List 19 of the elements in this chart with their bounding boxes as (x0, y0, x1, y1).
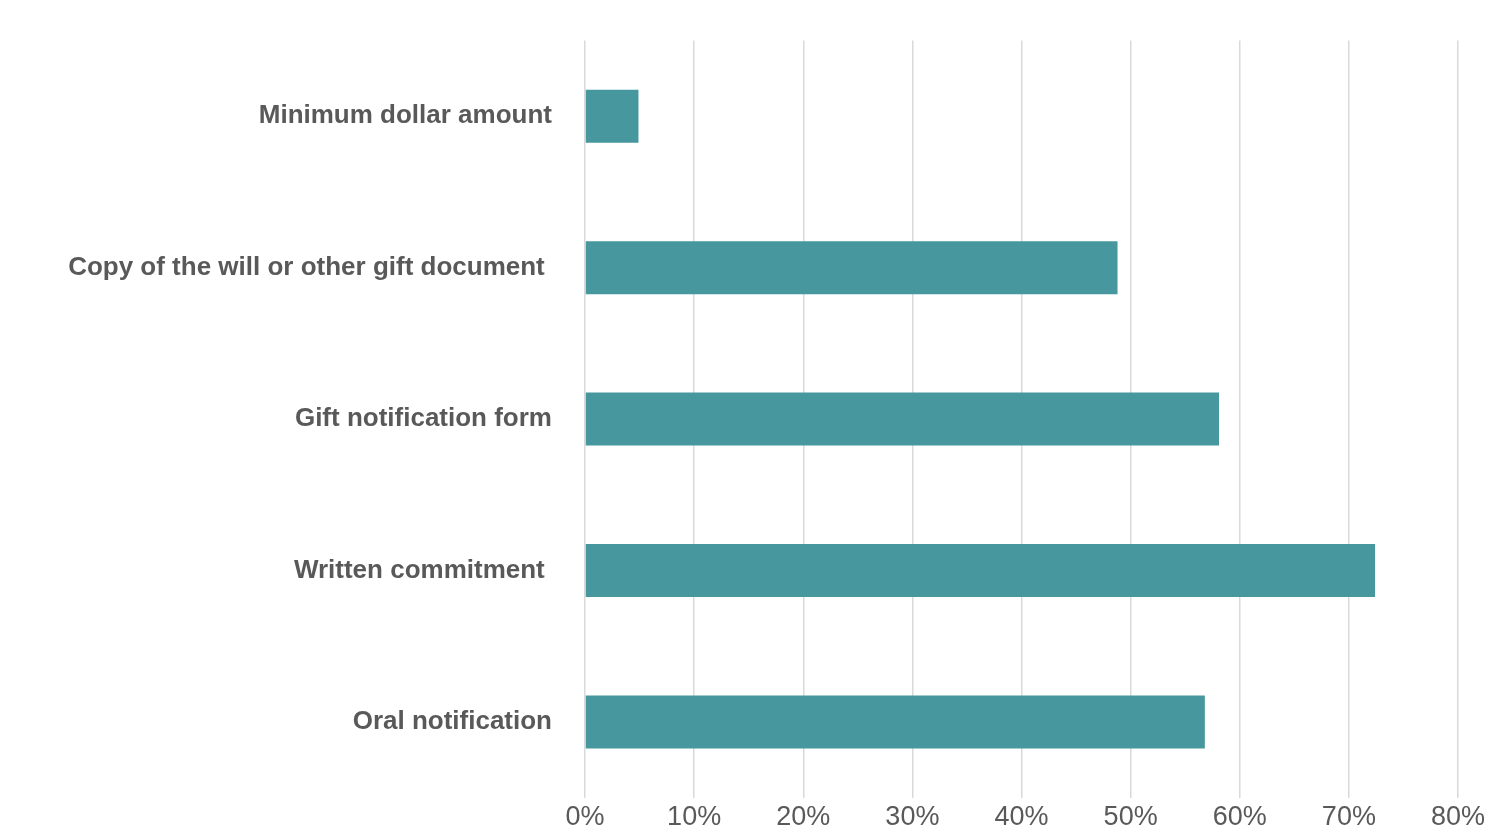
y-tick-label: Gift notification form (294, 402, 552, 433)
x-tick-label: 0% (565, 801, 605, 832)
y-tick-label: Copy of the will or other gift document (68, 250, 552, 281)
x-tick-label: 20% (776, 801, 831, 832)
y-tick-label: Written commitment (293, 553, 552, 584)
x-tick-label: 40% (994, 801, 1049, 832)
bar (585, 392, 1220, 446)
x-tick-label: 50% (1103, 801, 1158, 832)
bar (585, 241, 1118, 295)
y-tick-label: Oral notification (352, 705, 552, 736)
x-tick-label: 80% (1430, 801, 1486, 832)
bar (585, 695, 1205, 749)
x-tick-label: 70% (1321, 801, 1376, 832)
bar (585, 544, 1376, 597)
x-tick-label: 30% (885, 801, 940, 832)
bar (585, 89, 639, 143)
y-tick-label: Minimum dollar amount (258, 99, 553, 130)
x-tick-label: 10% (667, 801, 722, 832)
x-tick-label: 60% (1212, 801, 1267, 832)
